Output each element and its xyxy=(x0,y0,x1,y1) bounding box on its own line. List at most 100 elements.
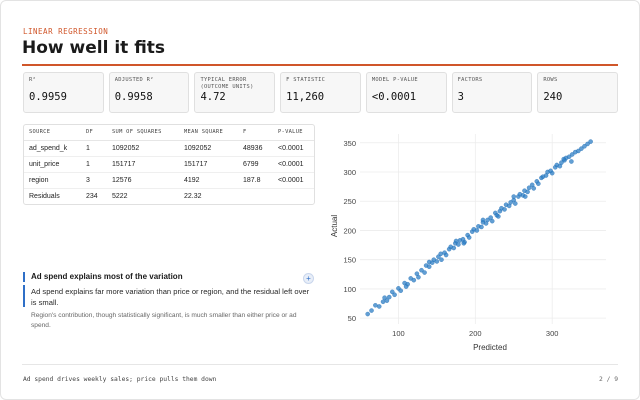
scatter-point xyxy=(392,292,397,298)
scatter-point xyxy=(453,238,459,244)
column-header: SUM OF SQUARES xyxy=(107,125,179,141)
table-row: Residuals 234 5222 22.32 xyxy=(24,188,314,204)
note-accent-bar xyxy=(23,272,25,282)
table-cell: 151717 xyxy=(179,156,238,173)
scatter-point xyxy=(434,259,440,264)
table-cell xyxy=(273,188,314,204)
scatter-point xyxy=(585,141,590,147)
scatter-point xyxy=(485,217,490,223)
column-header: P-VALUE xyxy=(273,125,314,141)
scatter-point xyxy=(451,245,457,251)
kpi-value: 0.9959 xyxy=(29,91,67,103)
expand-note-button[interactable]: + xyxy=(303,273,314,284)
kpi-label: MODEL P-VALUE xyxy=(371,77,418,83)
chart-grid xyxy=(360,134,606,324)
kpi-label: F STATISTIC xyxy=(286,77,326,83)
x-axis-label: Predicted xyxy=(473,343,507,352)
table-cell: 1092052 xyxy=(107,140,179,157)
x-axis-ticks: 100 200 300 xyxy=(392,329,558,338)
scatter-point xyxy=(489,218,495,224)
scatter-point xyxy=(422,270,427,275)
scatter-point xyxy=(436,254,441,260)
scatter-point xyxy=(549,170,555,176)
table-cell: region xyxy=(24,172,81,189)
y-tick-label: 50 xyxy=(348,314,356,323)
scatter-point xyxy=(426,264,432,269)
table-cell: 4192 xyxy=(179,172,238,189)
scatter-point xyxy=(439,257,444,262)
scatter-point xyxy=(579,146,584,151)
y-tick-label: 100 xyxy=(343,285,356,294)
kpi-value: 3 xyxy=(457,91,464,103)
note-subtext: Region's contribution, though statistica… xyxy=(31,312,297,329)
table-cell: <0.0001 xyxy=(273,140,314,157)
x-tick-label: 100 xyxy=(392,329,405,338)
column-header: F xyxy=(238,125,273,141)
kpi-label: TYPICAL ERROR (OUTCOME UNITS) xyxy=(200,77,254,90)
page-title: How well it fits xyxy=(22,38,166,58)
table-cell: 1 xyxy=(81,140,107,157)
kpi-factors: FACTORS 3 xyxy=(451,72,533,113)
table-row: region 3 12576 4192 187.8 <0.0001 xyxy=(24,172,314,189)
scatter-point xyxy=(411,277,417,283)
x-tick-label: 200 xyxy=(469,329,482,338)
footer-caption: Ad spend drives weekly sales; price pull… xyxy=(23,376,217,383)
kpi-adjusted-r-squared: ADJUSTED R² 0.9958 xyxy=(108,72,190,113)
column-header: MEAN SQUARE xyxy=(179,125,238,141)
scatter-point xyxy=(369,308,374,313)
column-header: SOURCE xyxy=(24,125,81,141)
scatter-point xyxy=(531,186,536,191)
scatter-point xyxy=(526,185,532,191)
scatter-point xyxy=(508,200,513,205)
y-axis-label: Actual xyxy=(330,215,339,237)
scatter-point xyxy=(569,152,575,157)
section-eyebrow: LINEAR REGRESSION xyxy=(23,27,109,36)
table-cell: 12576 xyxy=(107,172,179,189)
scatter-point xyxy=(466,235,472,240)
footer-divider xyxy=(22,364,618,365)
kpi-value: 240 xyxy=(543,91,563,103)
y-tick-label: 350 xyxy=(343,139,356,148)
note-accent-bar xyxy=(23,285,25,307)
scatter-point xyxy=(386,294,392,300)
scatter-point xyxy=(443,252,449,258)
table-header-row: SOURCE DF SUM OF SQUARES MEAN SQUARE F P… xyxy=(24,125,314,141)
scatter-point xyxy=(511,194,516,199)
scatter-point xyxy=(365,311,370,317)
scatter-point xyxy=(576,148,581,154)
scatter-point xyxy=(480,217,486,223)
scatter-point xyxy=(456,242,461,247)
anova-table: SOURCE DF SUM OF SQUARES MEAN SQUARE F P… xyxy=(23,124,315,205)
note-body: Ad spend explains far more variation tha… xyxy=(31,287,310,307)
table-row: unit_price 1 151717 151717 6799 <0.0001 xyxy=(24,156,314,173)
scatter-point xyxy=(398,288,403,293)
kpi-value: 4.72 xyxy=(200,91,226,103)
y-tick-label: 200 xyxy=(343,226,356,235)
chart-points xyxy=(365,139,593,317)
table-cell: ad_spend_k xyxy=(24,140,81,157)
kpi-row: R² 0.9959 ADJUSTED R² 0.9958 TYPICAL ERR… xyxy=(23,72,619,113)
table-cell: Residuals xyxy=(29,192,60,200)
table-cell: 1092052 xyxy=(179,140,238,157)
scatter-point xyxy=(502,207,507,212)
scatter-point xyxy=(536,181,541,186)
scatter-point xyxy=(559,160,564,165)
table-row: ad_spend_k 1 1092052 1092052 48936 <0.00… xyxy=(24,140,314,157)
y-tick-label: 250 xyxy=(343,197,356,206)
scatter-point xyxy=(496,214,501,219)
table-cell: 187.8 xyxy=(238,172,273,189)
scatter-point xyxy=(525,189,530,195)
scatter-point xyxy=(569,159,574,164)
title-divider xyxy=(22,64,618,66)
page-indicator: 2 / 9 xyxy=(599,376,618,383)
scatter-point xyxy=(382,295,387,300)
column-header: DF xyxy=(81,125,107,141)
scatter-point xyxy=(380,299,386,305)
scatter-point xyxy=(474,228,480,233)
scatter-point xyxy=(588,139,593,144)
y-tick-label: 150 xyxy=(343,256,356,265)
scatter-point xyxy=(582,144,587,149)
table-cell: 1 xyxy=(81,156,107,173)
kpi-value: 0.9958 xyxy=(114,91,153,103)
kpi-label: R² xyxy=(29,77,37,83)
